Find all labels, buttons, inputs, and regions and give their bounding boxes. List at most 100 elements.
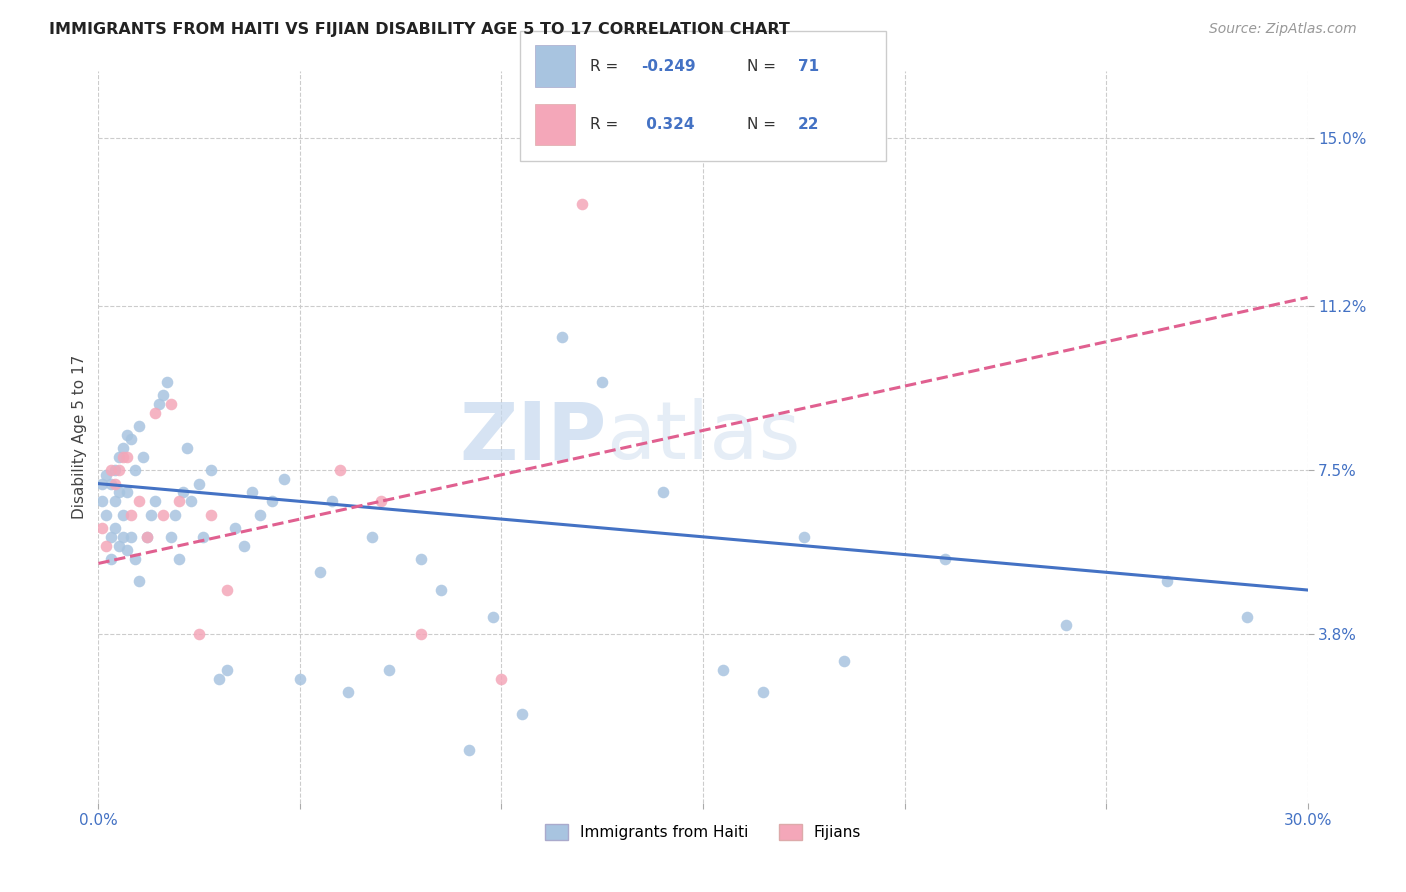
Point [100,530,122,544]
Point [273,472,295,486]
Point [321,494,343,508]
Text: N =: N = [747,117,780,132]
Point [482,609,505,624]
Text: N =: N = [747,59,780,74]
Bar [534,45,575,87]
Point [934,552,956,566]
Point [208,672,231,686]
Point [188,476,211,491]
Point [124,463,146,477]
Point [409,627,432,641]
Point [100,476,122,491]
Point [124,552,146,566]
Point [224,521,246,535]
Point [409,552,432,566]
Point [107,539,129,553]
Point [217,663,239,677]
Point [232,539,254,553]
Point [180,494,202,508]
Point [103,521,125,535]
Point [100,552,122,566]
Point [111,441,134,455]
Point [361,530,384,544]
Point [571,197,593,211]
Point [1054,618,1077,632]
Text: atlas: atlas [606,398,800,476]
Point [172,485,194,500]
Text: 0.324: 0.324 [641,117,695,132]
Point [120,530,142,544]
Point [103,463,125,477]
Point [107,450,129,464]
Point [193,530,215,544]
Point [111,508,134,522]
Point [143,406,166,420]
Point [115,543,138,558]
Point [115,450,138,464]
Point [1156,574,1178,589]
Point [120,508,142,522]
Y-axis label: Disability Age 5 to 17: Disability Age 5 to 17 [72,355,87,519]
Point [510,707,533,722]
Point [370,494,392,508]
Point [329,463,352,477]
Point [120,432,142,446]
Point [91,476,114,491]
Point [217,582,239,597]
Point [111,450,134,464]
Point [96,539,118,553]
Point [148,397,170,411]
Text: -0.249: -0.249 [641,59,696,74]
Point [107,463,129,477]
Point [551,330,574,344]
Text: 71: 71 [799,59,820,74]
Bar [534,103,575,145]
Point [132,450,155,464]
Point [96,467,118,482]
Point [115,485,138,500]
Text: R =: R = [589,117,623,132]
Point [591,375,613,389]
Point [128,419,150,434]
Point [135,530,157,544]
Point [160,530,183,544]
Point [96,508,118,522]
Point [793,530,815,544]
Point [260,494,283,508]
Point [167,494,190,508]
Point [139,508,162,522]
Point [377,663,399,677]
Point [1236,609,1258,624]
Point [430,582,453,597]
Point [458,742,481,756]
Point [91,521,114,535]
Point [111,530,134,544]
Point [135,530,157,544]
Point [115,428,138,442]
Point [160,397,183,411]
Point [309,566,332,580]
Legend: Immigrants from Haiti, Fijians: Immigrants from Haiti, Fijians [538,818,868,847]
Point [200,508,222,522]
Text: Source: ZipAtlas.com: Source: ZipAtlas.com [1209,22,1357,37]
Point [100,463,122,477]
Text: 22: 22 [799,117,820,132]
Point [711,663,734,677]
Text: IMMIGRANTS FROM HAITI VS FIJIAN DISABILITY AGE 5 TO 17 CORRELATION CHART: IMMIGRANTS FROM HAITI VS FIJIAN DISABILI… [49,22,790,37]
FancyBboxPatch shape [520,31,886,161]
Point [240,485,263,500]
Point [91,494,114,508]
Point [288,672,311,686]
Point [103,494,125,508]
Point [176,441,198,455]
Point [752,685,775,699]
Text: ZIP: ZIP [458,398,606,476]
Point [337,685,360,699]
Point [103,476,125,491]
Point [167,552,190,566]
Point [128,494,150,508]
Point [152,508,174,522]
Point [152,388,174,402]
Point [128,574,150,589]
Point [107,485,129,500]
